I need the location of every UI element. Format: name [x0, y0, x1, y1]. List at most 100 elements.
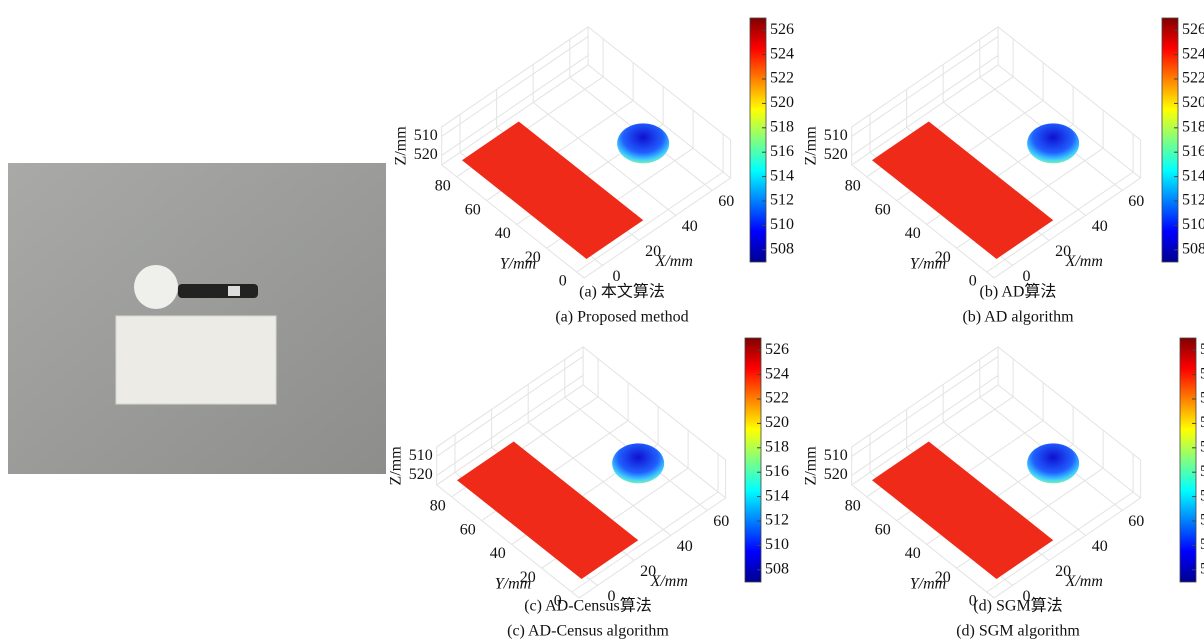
colorbar-tick-label: 516	[770, 143, 794, 160]
colorbar-tick-label: 524	[1200, 365, 1204, 382]
plate	[462, 121, 643, 259]
x-tick-label: 60	[713, 513, 729, 530]
colorbar-tick-label: 508	[1182, 240, 1204, 257]
z-axis-label: Z/mm	[387, 446, 404, 486]
dome	[1027, 443, 1079, 483]
colorbar-tick-label: 520	[765, 414, 789, 431]
colorbar-tick-label: 510	[770, 216, 794, 233]
y-axis-label: Y/mm	[910, 256, 946, 273]
x-tick-label: 0	[613, 268, 621, 285]
colorbar-tick-label: 516	[1182, 143, 1204, 160]
colorbar-tick-label: 526	[1182, 21, 1204, 38]
y-tick-label: 0	[969, 273, 977, 290]
grid-line	[852, 36, 998, 136]
y-tick-label: 60	[465, 201, 481, 218]
z-tick-label: 510	[409, 447, 433, 464]
y-tick-label: 0	[559, 273, 567, 290]
y-tick-label: 40	[905, 225, 921, 242]
colorbar-tick-label: 514	[1182, 167, 1204, 184]
panel-caption-en: (c) AD-Census algorithm	[507, 623, 669, 640]
y-tick-label: 40	[495, 225, 511, 242]
x-axis-label: X/mm	[650, 573, 688, 590]
panel-caption: (d) SGM算法	[973, 596, 1062, 615]
z-tick-label: 520	[824, 146, 848, 163]
colorbar-tick-label: 518	[765, 438, 789, 455]
grid-line	[442, 36, 588, 136]
y-axis-label: Y/mm	[500, 256, 536, 273]
plate	[872, 441, 1053, 579]
x-tick-label: 40	[1092, 538, 1108, 555]
x-tick-label: 0	[1023, 268, 1031, 285]
colorbar-tick-label: 510	[1200, 536, 1204, 553]
colorbar-tick-label: 524	[770, 45, 794, 62]
dome	[617, 123, 669, 163]
colorbar-tick-label: 512	[1182, 192, 1204, 209]
y-tick-label: 60	[875, 201, 891, 218]
colorbar-tick-label: 510	[765, 536, 789, 553]
photo	[8, 163, 386, 474]
colorbar-tick-label: 510	[1182, 216, 1204, 233]
colorbar-tick-label: 508	[765, 560, 789, 577]
colorbar-tick-label: 520	[1200, 414, 1204, 431]
grid-line	[980, 359, 1123, 510]
panel-caption-en: (d) SGM algorithm	[956, 623, 1080, 640]
y-axis-label: Y/mm	[495, 576, 531, 593]
y-tick-label: 60	[875, 521, 891, 538]
colorbar-tick-label: 512	[1200, 512, 1204, 529]
z-axis-label: Z/mm	[392, 126, 409, 166]
colorbar-tick-label: 518	[1200, 438, 1204, 455]
colorbar-tick-label: 514	[770, 167, 794, 184]
colorbar-tick-label: 520	[770, 94, 794, 111]
panel-caption-en: (b) AD algorithm	[962, 309, 1074, 326]
panel-caption-en: (a) Proposed method	[555, 309, 688, 326]
colorbar-tick-label: 518	[1182, 118, 1204, 135]
x-tick-label: 40	[677, 538, 693, 555]
y-axis-label: Y/mm	[910, 576, 946, 593]
y-tick-label: 80	[430, 497, 446, 514]
z-axis-label: Z/mm	[802, 446, 819, 486]
dome	[1027, 123, 1079, 163]
colorbar-tick-label: 526	[770, 21, 794, 38]
colorbar-tick-label: 520	[1182, 94, 1204, 111]
y-tick-label: 80	[845, 177, 861, 194]
colorbar-tick-label: 512	[770, 192, 794, 209]
z-tick-label: 510	[414, 127, 438, 144]
colorbar-tick-label: 522	[1182, 70, 1204, 87]
panel-caption: (c) AD-Census算法	[524, 596, 652, 615]
colorbar-tick-label: 526	[1200, 341, 1204, 358]
grid-line	[852, 356, 998, 456]
colorbar-tick-label: 514	[1200, 487, 1204, 504]
z-axis-label: Z/mm	[802, 126, 819, 166]
x-tick-label: 60	[1128, 193, 1144, 210]
grid-line	[570, 39, 713, 190]
z-tick-label: 510	[824, 447, 848, 464]
plate	[872, 121, 1053, 259]
y-tick-label: 40	[490, 545, 506, 562]
y-tick-label: 80	[435, 177, 451, 194]
colorbar-tick-label: 514	[765, 487, 789, 504]
colorbar-tick-label: 508	[1200, 560, 1204, 577]
colorbar-tick-label: 522	[770, 70, 794, 87]
x-axis-label: X/mm	[1065, 573, 1103, 590]
z-tick-label: 520	[414, 146, 438, 163]
x-tick-label: 60	[1128, 513, 1144, 530]
panel-caption: (b) AD算法	[980, 282, 1057, 301]
x-tick-label: 40	[1092, 218, 1108, 235]
y-tick-label: 60	[460, 521, 476, 538]
y-tick-label: 80	[845, 497, 861, 514]
z-tick-label: 510	[824, 127, 848, 144]
x-axis-label: X/mm	[1065, 253, 1103, 270]
colorbar-tick-label: 522	[765, 390, 789, 407]
x-tick-label: 40	[682, 218, 698, 235]
y-tick-label: 40	[905, 545, 921, 562]
colorbar-tick-label: 526	[765, 341, 789, 358]
colorbar-tick-label: 516	[1200, 463, 1204, 480]
x-axis-label: X/mm	[655, 253, 693, 270]
z-tick-label: 520	[409, 466, 433, 483]
panel-caption: (a) 本文算法	[579, 282, 665, 301]
plate	[457, 441, 638, 579]
colorbar-tick-label: 512	[765, 512, 789, 529]
figure: 0204060020406080510520Z/mmY/mmX/mm508510…	[0, 0, 1204, 643]
grid-line	[980, 39, 1123, 190]
x-tick-label: 60	[718, 193, 734, 210]
